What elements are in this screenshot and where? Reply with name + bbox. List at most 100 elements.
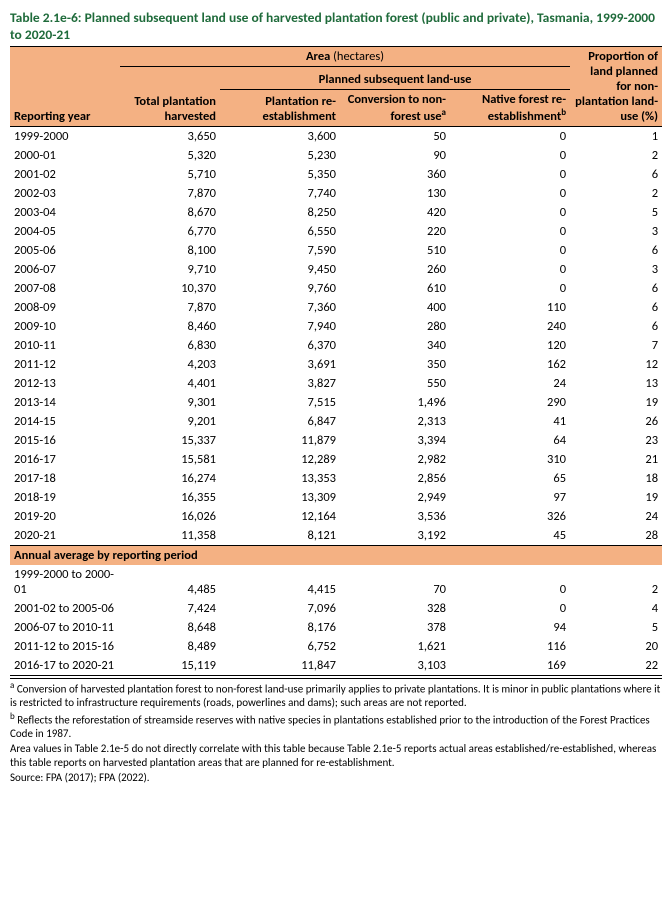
cell-year: 2000-01	[10, 146, 120, 165]
cell-total: 10,370	[120, 279, 220, 298]
cell-re: 5,350	[220, 165, 340, 184]
cell-total: 4,203	[120, 355, 220, 374]
cell-conv: 328	[340, 599, 450, 618]
table-row: 2010-116,8306,3703401207	[10, 336, 662, 355]
footnote-b: b Reflects the reforestation of streamsi…	[10, 711, 662, 741]
cell-year: 2011-12 to 2015-16	[10, 637, 120, 656]
table-row: 2012-134,4013,8275502413	[10, 374, 662, 393]
cell-re: 7,360	[220, 298, 340, 317]
cell-native: 0	[450, 279, 570, 298]
table-row: 2006-07 to 2010-118,6488,176378945	[10, 618, 662, 637]
cell-total: 9,710	[120, 260, 220, 279]
cell-year: 1999-2000 to 2000-01	[10, 565, 120, 599]
cell-re: 7,740	[220, 184, 340, 203]
cell-prop: 2	[570, 146, 662, 165]
cell-re: 12,289	[220, 450, 340, 469]
table-row: 2001-025,7105,35036006	[10, 165, 662, 184]
cell-total: 11,358	[120, 526, 220, 546]
cell-native: 97	[450, 488, 570, 507]
cell-prop: 12	[570, 355, 662, 374]
cell-conv: 350	[340, 355, 450, 374]
cell-year: 2018-19	[10, 488, 120, 507]
cell-total: 5,320	[120, 146, 220, 165]
cell-total: 8,489	[120, 637, 220, 656]
cell-prop: 1	[570, 126, 662, 146]
cell-year: 2015-16	[10, 431, 120, 450]
cell-re: 7,096	[220, 599, 340, 618]
cell-re: 6,752	[220, 637, 340, 656]
cell-native: 41	[450, 412, 570, 431]
col-re-establishment: Plantation re-establishment	[220, 89, 340, 126]
table-row: 2016-17 to 2020-2115,11911,8473,10316922	[10, 656, 662, 676]
cell-year: 2002-03	[10, 184, 120, 203]
table-row: 2006-079,7109,45026003	[10, 260, 662, 279]
cell-total: 8,670	[120, 203, 220, 222]
cell-total: 6,770	[120, 222, 220, 241]
footnotes: a Conversion of harvested plantation for…	[10, 678, 662, 785]
cell-conv: 378	[340, 618, 450, 637]
cell-conv: 340	[340, 336, 450, 355]
table-row: 2015-1615,33711,8793,3946423	[10, 431, 662, 450]
cell-year: 2016-17	[10, 450, 120, 469]
cell-native: 0	[450, 146, 570, 165]
cell-year: 2006-07 to 2010-11	[10, 618, 120, 637]
cell-native: 116	[450, 637, 570, 656]
cell-native: 169	[450, 656, 570, 676]
cell-prop: 19	[570, 393, 662, 412]
cell-re: 9,760	[220, 279, 340, 298]
cell-prop: 2	[570, 184, 662, 203]
col-group-planned: Planned subsequent land-use	[220, 66, 570, 89]
cell-native: 110	[450, 298, 570, 317]
table-row: 2016-1715,58112,2892,98231021	[10, 450, 662, 469]
cell-total: 9,301	[120, 393, 220, 412]
table-row: 2018-1916,35513,3092,9499719	[10, 488, 662, 507]
cell-total: 16,355	[120, 488, 220, 507]
cell-year: 2009-10	[10, 317, 120, 336]
cell-year: 2019-20	[10, 507, 120, 526]
cell-re: 6,370	[220, 336, 340, 355]
cell-total: 3,650	[120, 126, 220, 146]
cell-native: 45	[450, 526, 570, 546]
table-title: Table 2.1e-6: Planned subsequent land us…	[10, 10, 662, 44]
cell-year: 2006-07	[10, 260, 120, 279]
col-proportion: Proportion of land planned for non-plant…	[570, 46, 662, 126]
cell-native: 290	[450, 393, 570, 412]
cell-prop: 24	[570, 507, 662, 526]
cell-native: 65	[450, 469, 570, 488]
table-row: 1999-2000 to 2000-014,4854,4157002	[10, 565, 662, 599]
cell-total: 15,119	[120, 656, 220, 676]
cell-conv: 360	[340, 165, 450, 184]
cell-re: 8,176	[220, 618, 340, 637]
cell-prop: 20	[570, 637, 662, 656]
cell-native: 0	[450, 126, 570, 146]
cell-native: 120	[450, 336, 570, 355]
cell-prop: 6	[570, 317, 662, 336]
cell-conv: 2,949	[340, 488, 450, 507]
cell-re: 6,550	[220, 222, 340, 241]
cell-conv: 280	[340, 317, 450, 336]
cell-prop: 28	[570, 526, 662, 546]
cell-year: 2014-15	[10, 412, 120, 431]
footnote-source: Source: FPA (2017); FPA (2022).	[10, 771, 662, 785]
cell-conv: 3,103	[340, 656, 450, 676]
cell-conv: 2,856	[340, 469, 450, 488]
cell-total: 7,870	[120, 298, 220, 317]
cell-re: 3,827	[220, 374, 340, 393]
cell-re: 7,515	[220, 393, 340, 412]
cell-year: 2001-02 to 2005-06	[10, 599, 120, 618]
cell-conv: 70	[340, 565, 450, 599]
col-conversion: Conversion to non-forest usea	[340, 89, 450, 126]
cell-total: 4,485	[120, 565, 220, 599]
cell-conv: 550	[340, 374, 450, 393]
cell-conv: 420	[340, 203, 450, 222]
cell-conv: 50	[340, 126, 450, 146]
cell-prop: 23	[570, 431, 662, 450]
table-row: 2017-1816,27413,3532,8566518	[10, 469, 662, 488]
cell-conv: 90	[340, 146, 450, 165]
cell-prop: 3	[570, 222, 662, 241]
cell-re: 3,600	[220, 126, 340, 146]
table-row: 2002-037,8707,74013002	[10, 184, 662, 203]
cell-prop: 18	[570, 469, 662, 488]
cell-prop: 4	[570, 599, 662, 618]
cell-conv: 610	[340, 279, 450, 298]
